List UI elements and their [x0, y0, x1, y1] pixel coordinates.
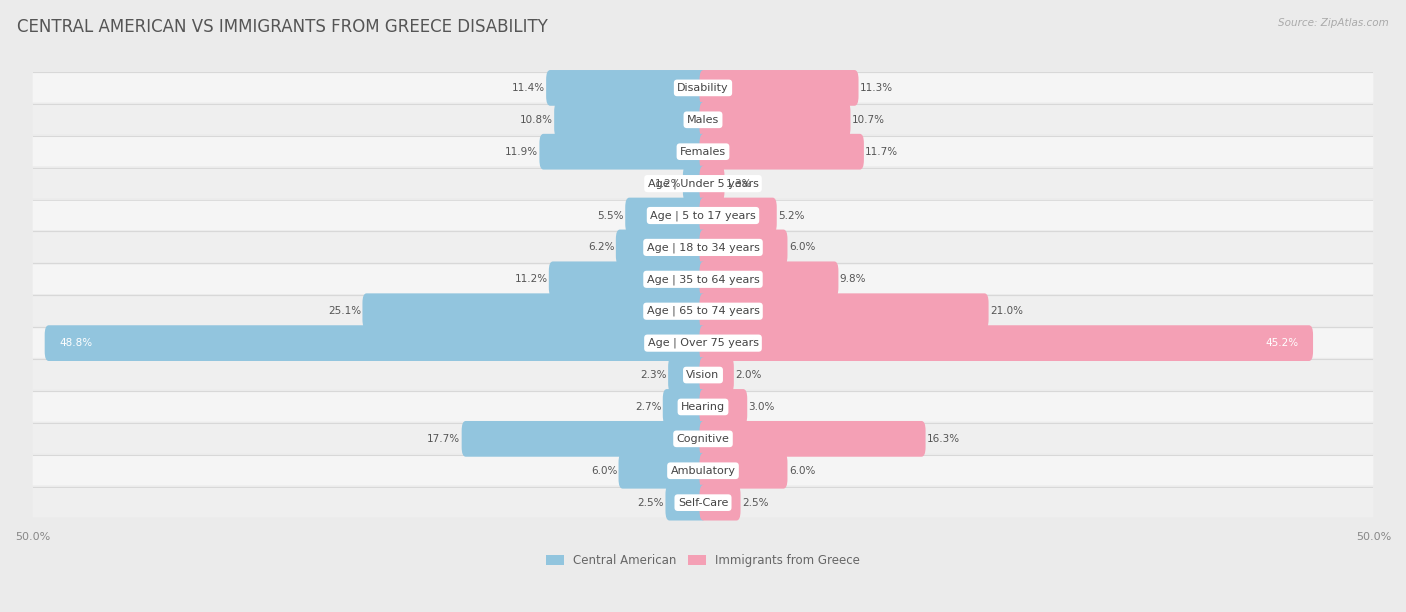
- Text: Age | 18 to 34 years: Age | 18 to 34 years: [647, 242, 759, 253]
- Text: 45.2%: 45.2%: [1265, 338, 1298, 348]
- Text: 2.5%: 2.5%: [742, 498, 769, 508]
- Text: Vision: Vision: [686, 370, 720, 380]
- Text: 6.0%: 6.0%: [789, 466, 815, 476]
- Text: 11.7%: 11.7%: [865, 147, 898, 157]
- Text: 5.5%: 5.5%: [598, 211, 624, 220]
- Text: 2.7%: 2.7%: [636, 402, 661, 412]
- Text: 3.0%: 3.0%: [748, 402, 775, 412]
- Text: 6.0%: 6.0%: [789, 242, 815, 252]
- Text: Age | Over 75 years: Age | Over 75 years: [648, 338, 758, 348]
- FancyBboxPatch shape: [616, 230, 706, 265]
- FancyBboxPatch shape: [32, 137, 1374, 166]
- Text: 6.0%: 6.0%: [591, 466, 617, 476]
- Text: 11.2%: 11.2%: [515, 274, 547, 285]
- Text: 1.2%: 1.2%: [655, 179, 682, 188]
- Text: Age | Under 5 years: Age | Under 5 years: [648, 178, 758, 189]
- FancyBboxPatch shape: [700, 421, 925, 457]
- Text: Age | 65 to 74 years: Age | 65 to 74 years: [647, 306, 759, 316]
- FancyBboxPatch shape: [32, 456, 1374, 485]
- FancyBboxPatch shape: [32, 264, 1374, 294]
- FancyBboxPatch shape: [700, 70, 859, 106]
- Text: Source: ZipAtlas.com: Source: ZipAtlas.com: [1278, 18, 1389, 28]
- Text: 16.3%: 16.3%: [927, 434, 960, 444]
- FancyBboxPatch shape: [700, 198, 776, 233]
- Text: Age | 35 to 64 years: Age | 35 to 64 years: [647, 274, 759, 285]
- FancyBboxPatch shape: [683, 166, 706, 201]
- Text: 10.8%: 10.8%: [520, 115, 553, 125]
- Text: 5.2%: 5.2%: [778, 211, 804, 220]
- FancyBboxPatch shape: [665, 485, 706, 521]
- Text: 25.1%: 25.1%: [328, 306, 361, 316]
- FancyBboxPatch shape: [32, 169, 1374, 198]
- FancyBboxPatch shape: [32, 233, 1374, 262]
- FancyBboxPatch shape: [546, 70, 706, 106]
- Text: 11.9%: 11.9%: [505, 147, 538, 157]
- Legend: Central American, Immigrants from Greece: Central American, Immigrants from Greece: [541, 549, 865, 572]
- FancyBboxPatch shape: [32, 392, 1374, 422]
- FancyBboxPatch shape: [619, 453, 706, 488]
- FancyBboxPatch shape: [700, 261, 838, 297]
- FancyBboxPatch shape: [700, 453, 787, 488]
- Text: 17.7%: 17.7%: [427, 434, 460, 444]
- Text: 48.8%: 48.8%: [59, 338, 93, 348]
- FancyBboxPatch shape: [700, 485, 741, 521]
- Text: CENTRAL AMERICAN VS IMMIGRANTS FROM GREECE DISABILITY: CENTRAL AMERICAN VS IMMIGRANTS FROM GREE…: [17, 18, 548, 36]
- Text: Self-Care: Self-Care: [678, 498, 728, 508]
- Text: Age | 5 to 17 years: Age | 5 to 17 years: [650, 211, 756, 221]
- FancyBboxPatch shape: [461, 421, 706, 457]
- Text: 9.8%: 9.8%: [839, 274, 866, 285]
- Text: Hearing: Hearing: [681, 402, 725, 412]
- FancyBboxPatch shape: [32, 424, 1374, 453]
- Text: Ambulatory: Ambulatory: [671, 466, 735, 476]
- FancyBboxPatch shape: [554, 102, 706, 138]
- FancyBboxPatch shape: [662, 389, 706, 425]
- FancyBboxPatch shape: [32, 329, 1374, 358]
- Text: 21.0%: 21.0%: [990, 306, 1024, 316]
- FancyBboxPatch shape: [668, 357, 706, 393]
- Text: Males: Males: [688, 115, 718, 125]
- FancyBboxPatch shape: [363, 293, 706, 329]
- Text: 2.3%: 2.3%: [640, 370, 666, 380]
- Text: Females: Females: [681, 147, 725, 157]
- Text: 10.7%: 10.7%: [852, 115, 884, 125]
- FancyBboxPatch shape: [540, 134, 706, 170]
- FancyBboxPatch shape: [32, 73, 1374, 103]
- Text: 11.4%: 11.4%: [512, 83, 544, 93]
- FancyBboxPatch shape: [32, 105, 1374, 135]
- FancyBboxPatch shape: [700, 357, 734, 393]
- FancyBboxPatch shape: [700, 166, 724, 201]
- Text: 1.3%: 1.3%: [725, 179, 752, 188]
- FancyBboxPatch shape: [626, 198, 706, 233]
- Text: 2.5%: 2.5%: [637, 498, 664, 508]
- FancyBboxPatch shape: [700, 293, 988, 329]
- Text: Cognitive: Cognitive: [676, 434, 730, 444]
- FancyBboxPatch shape: [700, 134, 863, 170]
- FancyBboxPatch shape: [700, 389, 747, 425]
- FancyBboxPatch shape: [32, 488, 1374, 517]
- Text: 11.3%: 11.3%: [860, 83, 893, 93]
- FancyBboxPatch shape: [45, 325, 706, 361]
- Text: 2.0%: 2.0%: [735, 370, 762, 380]
- FancyBboxPatch shape: [32, 297, 1374, 326]
- FancyBboxPatch shape: [548, 261, 706, 297]
- Text: 6.2%: 6.2%: [588, 242, 614, 252]
- Text: Disability: Disability: [678, 83, 728, 93]
- FancyBboxPatch shape: [700, 325, 1313, 361]
- FancyBboxPatch shape: [700, 230, 787, 265]
- FancyBboxPatch shape: [32, 201, 1374, 230]
- FancyBboxPatch shape: [700, 102, 851, 138]
- FancyBboxPatch shape: [32, 360, 1374, 390]
